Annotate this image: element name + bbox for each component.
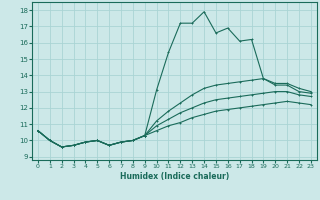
X-axis label: Humidex (Indice chaleur): Humidex (Indice chaleur) (120, 172, 229, 181)
